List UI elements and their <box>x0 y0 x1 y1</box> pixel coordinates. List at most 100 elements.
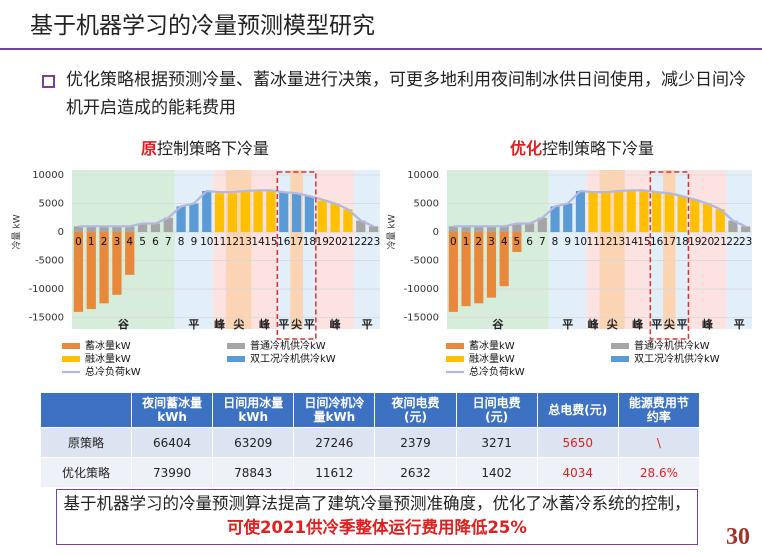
bar <box>525 223 535 233</box>
x-tick-label: 15 <box>637 236 650 248</box>
period-label: 平 <box>304 318 315 331</box>
x-tick-label: 2 <box>475 236 482 248</box>
y-axis-label: 冷量 kW <box>11 214 23 249</box>
bar <box>461 226 471 233</box>
page-number: 30 <box>726 524 750 550</box>
table-cell: 11612 <box>293 457 376 488</box>
legend-label: 融冰量kW <box>85 352 131 365</box>
legend-label: 融冰量kW <box>469 352 515 365</box>
bullet: 优化策略根据预测冷量、蓄冰量进行决策，可更多地利用夜间制冰供日间使用，减少日间冷… <box>42 66 756 122</box>
x-tick-label: 18 <box>675 236 688 248</box>
x-tick-label: 15 <box>264 236 277 248</box>
chart-title-text: 控制策略下冷量 <box>542 139 654 158</box>
slide-title: 基于机器学习的冷量预测模型研究 <box>30 13 375 39</box>
table-cell: 63209 <box>212 427 295 458</box>
table-cell: 28.6% <box>617 457 701 488</box>
x-tick-label: 20 <box>701 236 714 248</box>
bar <box>99 232 109 304</box>
highlight-box <box>276 171 317 340</box>
x-tick-label: 8 <box>552 236 559 248</box>
y-tick-label: 5000 <box>39 199 64 210</box>
legend-label: 蓄冰量kW <box>469 339 515 352</box>
x-tick-label: 16 <box>277 236 291 248</box>
x-tick-label: 4 <box>126 236 133 248</box>
bar <box>304 196 315 233</box>
bar <box>499 232 509 287</box>
x-tick-label: 6 <box>526 236 533 248</box>
bar <box>266 190 276 233</box>
period-label: 峰 <box>330 317 342 331</box>
table-header-cell: 夜间蓄冰量kWh <box>130 392 214 428</box>
bar <box>588 192 598 233</box>
period-label: 平 <box>677 318 688 331</box>
title-rule <box>0 48 762 50</box>
bar <box>652 192 662 233</box>
bar <box>639 190 649 233</box>
period-band <box>354 170 380 329</box>
x-tick-label: 14 <box>251 236 265 248</box>
x-tick-label: 18 <box>303 236 316 248</box>
x-tick-label: 22 <box>354 236 367 248</box>
bar <box>253 190 263 233</box>
legend-swatch <box>62 343 80 349</box>
table-cell: 优化策略 <box>40 457 132 488</box>
x-tick-label: 7 <box>165 236 172 248</box>
x-tick-label: 14 <box>625 236 639 248</box>
table-header-cell: 日间冷机冷量kWh <box>293 392 376 428</box>
x-tick-label: 9 <box>191 236 198 248</box>
x-tick-label: 5 <box>139 236 146 248</box>
table-cell: \ <box>617 427 701 458</box>
table-cell: 4034 <box>536 457 619 488</box>
bar <box>368 226 379 233</box>
period-band <box>303 170 316 329</box>
legend-label: 总冷负荷kW <box>469 365 525 378</box>
x-tick-label: 10 <box>574 236 587 248</box>
chart-title: 优化控制策略下冷量 <box>510 139 654 158</box>
table-cell: 5650 <box>536 427 619 458</box>
bar <box>550 206 560 233</box>
bar <box>448 232 458 312</box>
results-table: 夜间蓄冰量kWh 日间用冰量kWh 日间冷机冷量kWh 夜间电费(元) 日间电费(元) 总… <box>40 392 701 488</box>
y-tick-label: 0 <box>433 227 439 238</box>
x-tick-label: 21 <box>341 236 354 248</box>
bullet-text: 优化策略根据预测冷量、蓄冰量进行决策，可更多地利用夜间制冰供日间使用，减少日间冷… <box>66 70 746 118</box>
bar <box>499 226 509 233</box>
conclusion-emphasis: 可使2021供冷季整体运行费用降低25% <box>227 518 527 537</box>
period-label: 尖 <box>664 317 675 331</box>
period-label: 峰 <box>214 317 226 331</box>
y-tick-label: 10000 <box>32 170 64 181</box>
legend-swatch <box>446 356 464 362</box>
x-tick-label: 10 <box>200 236 213 248</box>
period-label: 谷 <box>118 317 130 331</box>
bar <box>448 226 458 233</box>
legend-swatch <box>611 343 629 349</box>
x-tick-label: 1 <box>88 236 95 248</box>
legend-swatch <box>446 343 464 349</box>
bar <box>702 203 713 233</box>
bar <box>664 193 674 233</box>
bar <box>112 226 122 233</box>
period-label: 谷 <box>492 317 504 331</box>
table-cell: 66404 <box>130 427 214 458</box>
bar <box>690 199 700 233</box>
bar <box>279 192 289 233</box>
x-tick-label: 23 <box>367 236 380 248</box>
x-tick-label: 4 <box>501 236 508 248</box>
period-label: 峰 <box>702 317 714 331</box>
period-label: 平 <box>651 318 662 331</box>
table-cell: 2379 <box>374 427 457 458</box>
period-label: 平 <box>734 318 745 331</box>
period-label: 平 <box>562 318 573 331</box>
legend-label: 双工况冷机供冷kW <box>634 352 720 365</box>
y-tick-label: 10000 <box>407 170 439 181</box>
period-label: 峰 <box>259 317 271 331</box>
bar <box>99 226 109 233</box>
table-row: 原策略 66404 63209 27246 2379 3271 5650 \ <box>40 427 701 458</box>
legend-swatch <box>62 356 80 362</box>
x-tick-label: 9 <box>564 236 571 248</box>
bar <box>461 232 471 307</box>
x-tick-label: 0 <box>75 236 82 248</box>
bar <box>189 203 199 233</box>
legend-label: 双工况冷机供冷kW <box>250 352 336 365</box>
